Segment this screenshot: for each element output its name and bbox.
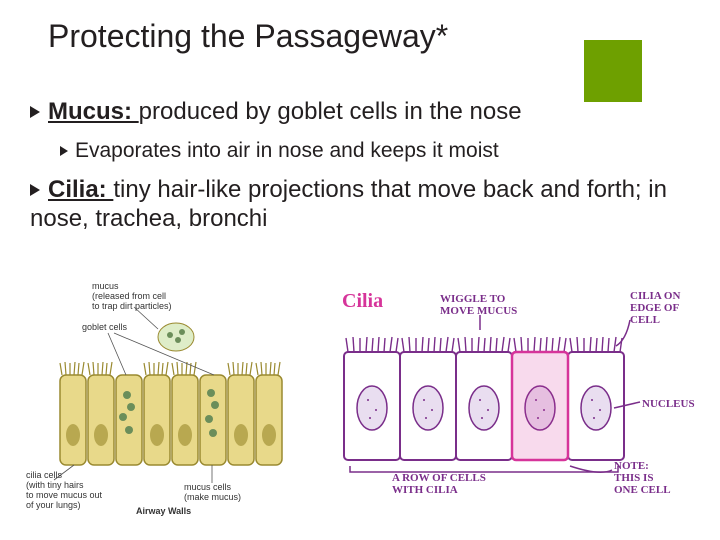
label-mucus-cells: mucus cells(make mucus)	[184, 483, 264, 503]
diagram-cilia-cells: Cilia WIGGLE TOMOVE MUCUS CILIA ONEDGE O…	[330, 290, 700, 510]
bullet-cilia: Cilia: tiny hair-like projections that m…	[30, 176, 670, 234]
mucus-sub-text: Evaporates into air in nose and keeps it…	[75, 139, 499, 162]
label-mucus: mucus(released from cellto trap dirt par…	[92, 282, 202, 312]
cilia-rest: tiny hair-like projections that move bac…	[30, 176, 667, 232]
label-note: NOTE:THIS ISONE CELL	[614, 460, 671, 496]
diagram-airway-walls: mucus(released from cellto trap dirt par…	[26, 285, 314, 515]
bullet-mucus: Mucus: produced by goblet cells in the n…	[30, 98, 522, 127]
slide-title: Protecting the Passageway*	[48, 18, 448, 55]
cilia-title: Cilia	[342, 290, 383, 313]
label-row: A ROW OF CELLSWITH CILIA	[392, 472, 486, 496]
accent-block	[584, 40, 642, 102]
bullet-mucus-sub: Evaporates into air in nose and keeps it…	[60, 138, 499, 163]
cilia-term: Cilia:	[48, 176, 113, 203]
bullet-arrow-icon	[60, 146, 68, 156]
label-edge: CILIA ONEDGE OFCELL	[630, 290, 680, 326]
mucus-term: Mucus:	[48, 98, 139, 125]
label-nucleus: NUCLEUS	[642, 398, 695, 410]
label-cilia-cells: cilia cells(with tiny hairsto move mucus…	[26, 471, 126, 511]
caption-airway: Airway Walls	[136, 507, 191, 517]
mucus-rest: produced by goblet cells in the nose	[139, 98, 522, 125]
bullet-arrow-icon	[30, 106, 40, 118]
label-goblet: goblet cells	[82, 323, 127, 333]
bullet-arrow-icon	[30, 184, 40, 196]
label-wiggle: WIGGLE TOMOVE MUCUS	[440, 293, 517, 317]
